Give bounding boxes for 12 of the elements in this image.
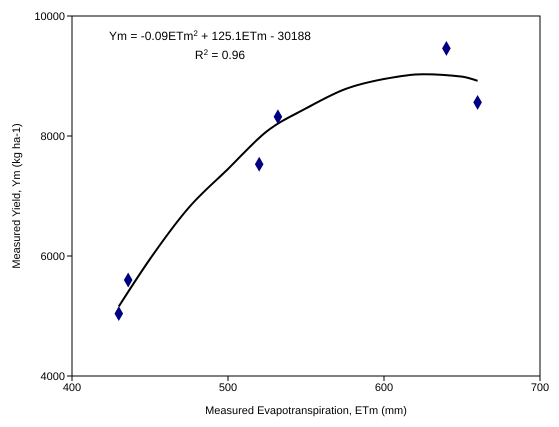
annotation: Ym = -0.09ETm$^{2}$ + 125.1ETm - 30188 [109,28,312,43]
y-tick-label: 6000 [40,250,65,263]
y-tick-label: 4000 [40,370,65,383]
y-tick-label: 8000 [40,130,65,143]
x-tick-label: 400 [62,382,82,394]
annotation: R$^{2}$ = 0.96 [194,48,246,62]
y-axis-title: Measured Yield, Ym (kg ha-1) [10,123,23,269]
y-tick-label: 10000 [34,10,65,23]
x-tick-label: 500 [218,382,238,394]
x-axis-title: Measured Evapotranspiration, ETm (mm) [205,405,407,417]
x-tick-label: 600 [374,382,394,394]
x-tick-label: 700 [530,382,550,394]
